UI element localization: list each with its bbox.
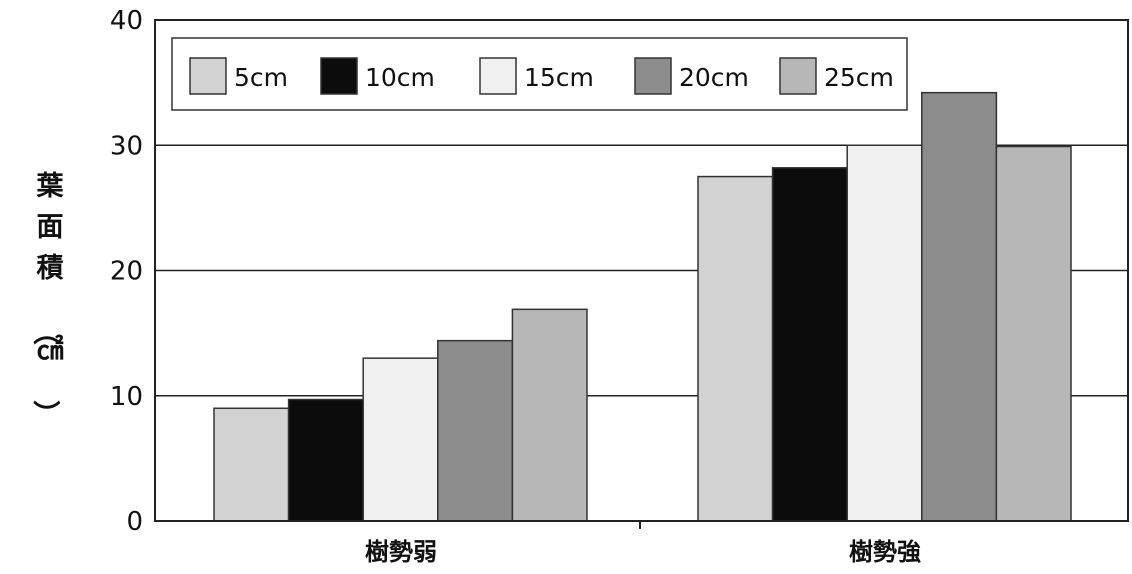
y-axis-label-text: 葉面積（㎠） (30, 171, 65, 427)
y-axis-label: 葉面積（㎠） (30, 171, 65, 427)
x-category-label: 樹勢強 (849, 538, 921, 566)
legend: 5cm 10cm 15cm 20cm 25cm (171, 37, 908, 111)
y-tick-label: 30 (110, 131, 143, 161)
legend-swatch-5cm (189, 57, 227, 95)
legend-label: 10cm (365, 63, 435, 92)
bar-樹勢弱-25cm (511, 308, 588, 522)
axes (154, 19, 1129, 529)
y-tick-label: 20 (110, 257, 143, 287)
y-axis-ticks: 0 10 20 30 40 (110, 6, 143, 537)
plot-frame (154, 19, 1129, 522)
bar-樹勢弱-5cm (213, 407, 290, 522)
legend-swatch-15cm (479, 57, 517, 95)
legend-swatch-20cm (634, 57, 672, 95)
y-tick-label: 10 (110, 382, 143, 412)
x-category-label: 樹勢弱 (365, 538, 437, 566)
legend-swatch-25cm (779, 57, 817, 95)
bar-樹勢弱-10cm (287, 398, 364, 522)
y-tick-label: 40 (110, 6, 143, 36)
bars (213, 91, 1072, 522)
bar-樹勢弱-15cm (362, 357, 439, 522)
legend-label: 5cm (234, 63, 288, 92)
bar-樹勢強-5cm (697, 175, 774, 522)
bar-樹勢強-20cm (921, 91, 998, 522)
bar-樹勢弱-20cm (437, 339, 514, 522)
bar-樹勢強-15cm (846, 144, 923, 522)
bar-樹勢強-10cm (771, 167, 848, 522)
legend-label: 15cm (524, 63, 594, 92)
legend-label: 25cm (824, 63, 894, 92)
legend-swatch-10cm (320, 57, 358, 95)
legend-label: 20cm (679, 63, 749, 92)
x-axis-categories: 樹勢弱 樹勢強 (365, 538, 921, 566)
bar-樹勢強-25cm (995, 145, 1072, 522)
y-tick-label: 0 (126, 507, 143, 537)
